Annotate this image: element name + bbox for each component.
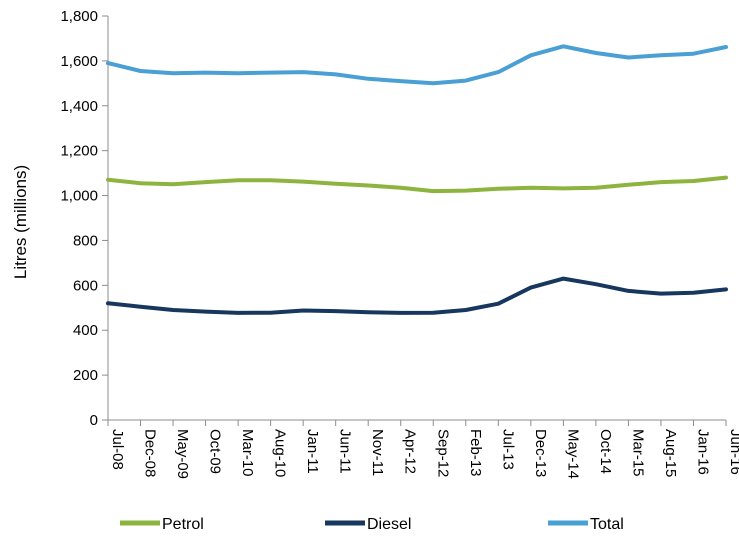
legend-label-diesel: Diesel bbox=[367, 516, 411, 533]
x-tick-label: Jan-11 bbox=[304, 429, 321, 474]
x-tick-label: Oct-14 bbox=[597, 429, 614, 474]
y-axis: 0 200 400 600 800 1,000 1,200 1,400 1,600 1,800 bbox=[60, 8, 109, 429]
x-tick-label: Aug-15 bbox=[662, 429, 679, 477]
legend: Petrol Diesel Total bbox=[120, 516, 624, 533]
y-tick-label: 1,800 bbox=[60, 8, 98, 25]
x-tick-label: Oct-09 bbox=[207, 429, 224, 474]
y-tick-label: 600 bbox=[73, 277, 98, 294]
x-tick-label: Aug-10 bbox=[272, 429, 289, 477]
y-tick-label: 1,400 bbox=[60, 98, 98, 115]
x-tick-label: Jul-13 bbox=[499, 429, 516, 470]
x-tick-label: Nov-11 bbox=[369, 429, 386, 476]
x-tick-label: Feb-13 bbox=[467, 429, 484, 477]
legend-label-petrol: Petrol bbox=[162, 516, 204, 533]
x-tick-label: Mar-15 bbox=[629, 429, 646, 477]
x-tick-label: Dec-08 bbox=[142, 429, 159, 477]
series-line-diesel bbox=[106, 276, 728, 315]
x-tick-label: May-14 bbox=[564, 429, 581, 479]
y-tick-label: 0 bbox=[90, 412, 98, 429]
y-axis-label: Litres (millions) bbox=[11, 165, 30, 279]
y-tick-label: 1,000 bbox=[60, 188, 98, 205]
x-tick-label: Jul-08 bbox=[109, 429, 126, 470]
x-tick-label: Sep-12 bbox=[434, 429, 451, 477]
series-line-total bbox=[106, 44, 728, 86]
legend-label-total: Total bbox=[590, 516, 624, 533]
x-axis: Jul-08 Dec-08 May-09 Oct-09 Mar-10 Aug-10 Jan-… bbox=[107, 419, 739, 479]
x-tick-label: May-09 bbox=[174, 429, 191, 479]
y-tick-label: 200 bbox=[73, 367, 98, 384]
y-tick-label: 800 bbox=[73, 232, 98, 249]
x-tick-label: Jun-16 bbox=[727, 429, 739, 475]
x-tick-label: Apr-12 bbox=[402, 429, 419, 474]
series-lines bbox=[106, 44, 728, 315]
y-tick-label: 400 bbox=[73, 322, 98, 339]
x-tick-label: Jan-16 bbox=[694, 429, 711, 475]
y-tick-label: 1,600 bbox=[60, 53, 98, 70]
series-line-petrol bbox=[106, 175, 728, 194]
x-tick-label: Mar-10 bbox=[239, 429, 256, 477]
y-tick-label: 1,200 bbox=[60, 143, 98, 160]
x-tick-label: Jun-11 bbox=[337, 429, 354, 474]
x-tick-label: Dec-13 bbox=[532, 429, 549, 477]
